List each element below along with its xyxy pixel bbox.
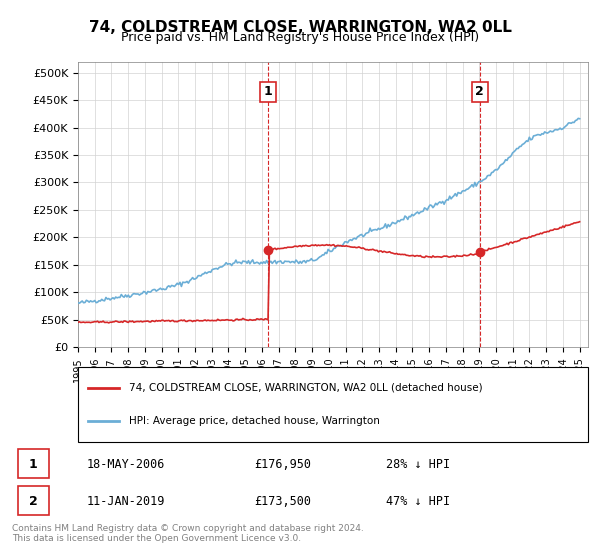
Text: 1: 1 (264, 85, 272, 99)
Text: 11-JAN-2019: 11-JAN-2019 (87, 494, 165, 508)
Text: 1: 1 (29, 458, 38, 471)
FancyBboxPatch shape (78, 367, 588, 442)
Text: £173,500: £173,500 (254, 494, 311, 508)
Text: Price paid vs. HM Land Registry's House Price Index (HPI): Price paid vs. HM Land Registry's House … (121, 31, 479, 44)
FancyBboxPatch shape (18, 449, 49, 478)
Text: 74, COLDSTREAM CLOSE, WARRINGTON, WA2 0LL: 74, COLDSTREAM CLOSE, WARRINGTON, WA2 0L… (89, 20, 511, 35)
Text: HPI: Average price, detached house, Warrington: HPI: Average price, detached house, Warr… (129, 416, 380, 426)
Text: 74, COLDSTREAM CLOSE, WARRINGTON, WA2 0LL (detached house): 74, COLDSTREAM CLOSE, WARRINGTON, WA2 0L… (129, 383, 482, 393)
Text: 2: 2 (29, 494, 38, 508)
FancyBboxPatch shape (18, 486, 49, 515)
Text: 2: 2 (475, 85, 484, 99)
Text: 28% ↓ HPI: 28% ↓ HPI (386, 458, 451, 471)
Text: £176,950: £176,950 (254, 458, 311, 471)
Text: Contains HM Land Registry data © Crown copyright and database right 2024.
This d: Contains HM Land Registry data © Crown c… (12, 524, 364, 543)
Text: 18-MAY-2006: 18-MAY-2006 (87, 458, 165, 471)
Text: 47% ↓ HPI: 47% ↓ HPI (386, 494, 451, 508)
